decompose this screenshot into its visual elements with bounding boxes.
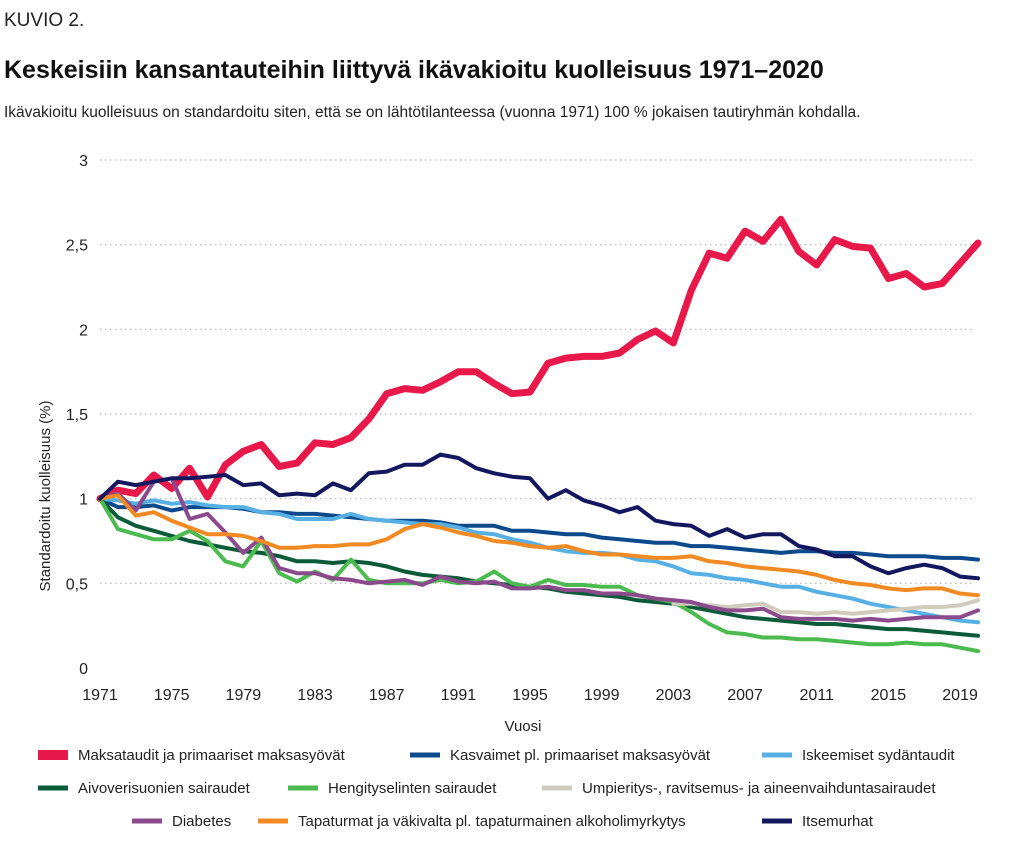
x-tick-label: 1999	[584, 687, 620, 704]
x-tick-label: 1971	[82, 687, 118, 704]
y-tick-label: 1,5	[66, 407, 88, 424]
figure-label: KUVIO 2.	[4, 10, 85, 31]
legend-label: Aivoverisuonien sairaudet	[78, 780, 251, 797]
legend-label: Diabetes	[172, 813, 231, 830]
x-tick-label: 2003	[656, 687, 692, 704]
series-line-7	[98, 493, 980, 598]
grid-lines	[100, 159, 975, 584]
chart-subtitle: Ikävakioitu kuolleisuus on standardoitu …	[4, 104, 861, 121]
x-tick-label: 2011	[800, 687, 835, 704]
legend-label: Kasvaimet pl. primaariset maksasyövät	[450, 747, 711, 764]
series-line-3	[98, 496, 980, 638]
legend-label: Maksataudit ja primaariset maksasyövät	[78, 747, 346, 764]
legend-label: Umpieritys-, ravitsemus- ja aineenvaihdu…	[582, 780, 936, 797]
legend-label: Itsemurhat	[802, 813, 874, 830]
x-tick-label: 1995	[512, 687, 548, 704]
y-tick-label: 0,5	[66, 576, 88, 593]
series-line-0	[96, 215, 982, 503]
legend-label: Tapaturmat ja väkivalta pl. tapaturmaine…	[298, 813, 686, 830]
series-lines	[96, 215, 982, 654]
series-line-5	[671, 598, 980, 616]
x-axis-ticks: 1971 1975 1979 1983 1987 1991 1995 1999 2003 2007…	[82, 687, 978, 704]
x-tick-label: 2015	[871, 687, 907, 704]
chart-title: Keskeisiin kansantauteihin liittyvä ikäv…	[4, 56, 824, 84]
series-line-4	[98, 496, 980, 654]
y-tick-label: 3	[79, 153, 88, 170]
x-tick-label: 1987	[369, 687, 405, 704]
x-tick-label: 1991	[441, 687, 477, 704]
y-tick-label: 1	[79, 492, 88, 509]
x-axis-label: Vuosi	[505, 718, 542, 735]
y-tick-label: 2,5	[66, 238, 88, 255]
x-tick-label: 1975	[154, 687, 190, 704]
legend: Maksataudit ja primaariset maksasyövät Ka…	[38, 747, 955, 830]
x-tick-label: 2007	[727, 687, 763, 704]
series-line-6	[98, 476, 980, 623]
y-tick-label: 0	[79, 661, 88, 678]
y-axis-ticks: 0 0,5 1 1,5 2 2,5 3	[66, 153, 88, 678]
y-axis-label: Standardoitu kuolleisuus (%)	[37, 401, 54, 592]
x-tick-label: 1979	[226, 687, 262, 704]
series-line-8	[98, 452, 980, 581]
legend-label: Iskeemiset sydäntaudit	[802, 747, 955, 764]
series-line-2	[98, 496, 980, 625]
x-tick-label: 2019	[942, 687, 978, 704]
x-tick-label: 1983	[297, 687, 333, 704]
legend-label: Hengityselinten sairaudet	[328, 780, 497, 797]
y-tick-label: 2	[79, 322, 88, 339]
